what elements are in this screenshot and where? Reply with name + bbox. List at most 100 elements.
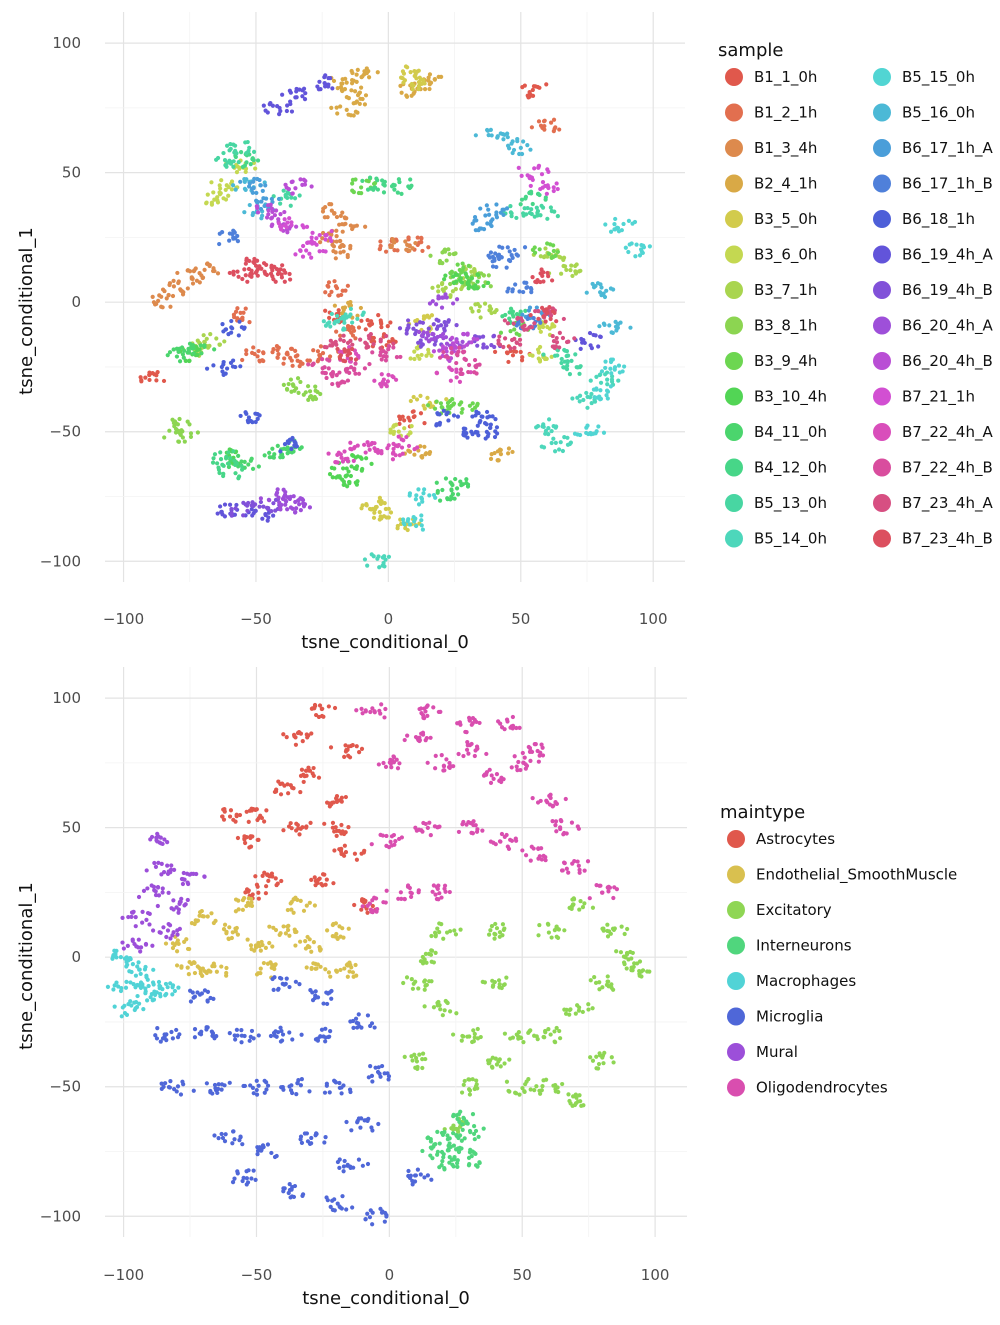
- data-point: [436, 284, 441, 289]
- data-point: [252, 256, 257, 262]
- data-point: [591, 332, 596, 338]
- data-point: [444, 930, 450, 935]
- data-point: [534, 425, 539, 430]
- data-point: [299, 1032, 304, 1037]
- data-point: [194, 278, 200, 283]
- data-point: [574, 1095, 579, 1100]
- data-point: [491, 334, 496, 339]
- data-point: [278, 792, 284, 797]
- data-point: [233, 926, 238, 931]
- data-point: [537, 247, 542, 252]
- data-point: [411, 326, 416, 331]
- data-point: [442, 326, 447, 331]
- legend-item: B3_9_4h: [725, 352, 817, 371]
- data-point: [579, 336, 584, 342]
- data-point: [488, 456, 494, 461]
- data-point: [359, 907, 364, 912]
- data-point: [448, 293, 453, 298]
- data-point: [477, 1160, 482, 1166]
- data-point: [260, 188, 265, 194]
- data-point: [289, 179, 294, 185]
- data-point: [472, 370, 477, 375]
- y-tick-label: −100: [40, 1207, 81, 1225]
- series-B3_5_0h: [359, 64, 449, 533]
- data-point: [227, 1080, 232, 1085]
- data-point: [536, 933, 541, 938]
- data-point: [140, 909, 145, 915]
- legend-label: Interneurons: [756, 937, 852, 955]
- data-point: [307, 505, 313, 510]
- data-point: [597, 372, 602, 378]
- data-point: [248, 834, 254, 839]
- data-point: [601, 430, 607, 435]
- legend-item: B1_1_0h: [725, 68, 817, 87]
- data-point: [451, 402, 456, 407]
- data-point: [545, 216, 550, 221]
- data-point: [112, 1004, 117, 1009]
- data-point: [444, 323, 449, 328]
- data-point: [348, 338, 353, 344]
- data-point: [300, 94, 305, 99]
- data-point: [170, 945, 176, 951]
- data-point: [465, 1121, 470, 1126]
- data-point: [511, 321, 516, 326]
- data-point: [460, 406, 465, 412]
- data-point: [208, 1090, 213, 1095]
- data-point: [423, 1056, 428, 1062]
- data-point: [445, 1133, 450, 1138]
- data-point: [249, 507, 254, 512]
- data-point: [298, 379, 303, 385]
- data-point: [244, 903, 249, 909]
- data-point: [538, 213, 543, 218]
- data-point: [371, 341, 376, 347]
- data-point: [374, 176, 379, 181]
- data-point: [222, 1139, 228, 1144]
- data-point: [276, 495, 281, 500]
- data-point: [454, 279, 459, 284]
- data-point: [217, 241, 222, 247]
- data-point: [248, 943, 254, 948]
- data-point: [237, 474, 242, 479]
- data-point: [472, 1031, 477, 1037]
- data-point: [348, 1164, 353, 1169]
- data-point: [143, 991, 148, 996]
- data-point: [383, 506, 388, 512]
- data-point: [246, 819, 251, 824]
- data-point: [335, 798, 340, 803]
- data-point: [202, 340, 207, 345]
- data-point: [420, 499, 425, 504]
- data-point: [486, 133, 491, 138]
- data-point: [535, 84, 540, 90]
- data-point: [531, 315, 536, 321]
- data-point: [118, 955, 123, 960]
- data-point: [221, 463, 226, 468]
- data-point: [435, 411, 440, 416]
- data-point: [626, 218, 632, 223]
- data-point: [444, 757, 449, 762]
- data-point: [542, 124, 547, 129]
- data-point: [315, 359, 320, 364]
- data-point: [228, 808, 234, 813]
- data-point: [435, 1003, 440, 1008]
- data-point: [257, 359, 262, 364]
- data-point: [254, 269, 259, 274]
- data-point: [555, 249, 561, 255]
- data-point: [628, 949, 633, 955]
- data-point: [334, 105, 339, 110]
- data-point: [371, 335, 376, 341]
- data-point: [260, 516, 265, 521]
- data-point: [481, 345, 486, 350]
- data-point: [385, 379, 391, 384]
- data-point: [328, 974, 333, 979]
- data-point: [363, 224, 368, 229]
- data-point: [624, 952, 630, 957]
- data-point: [448, 346, 454, 351]
- data-point: [444, 397, 449, 402]
- data-point: [356, 1157, 362, 1162]
- data-point: [274, 1153, 279, 1159]
- data-point: [382, 179, 387, 184]
- data-point: [247, 145, 252, 150]
- data-point: [345, 378, 351, 383]
- legend-swatch: [873, 281, 891, 299]
- data-point: [454, 486, 460, 491]
